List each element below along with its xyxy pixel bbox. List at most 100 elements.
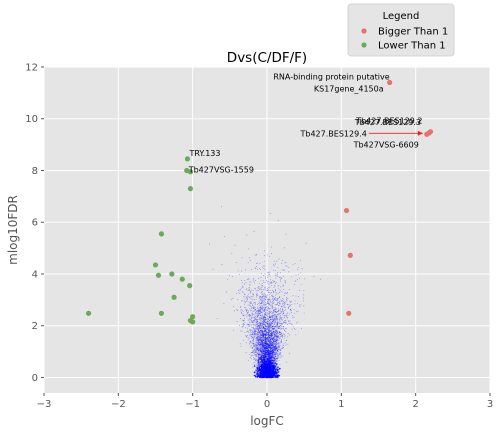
cloud-point [271,315,273,317]
cloud-point [256,307,258,309]
cloud-point [254,319,256,321]
cloud-point [253,314,255,316]
cloud-point [229,275,231,277]
cloud-point [282,335,284,336]
cloud-point [257,350,259,352]
cloud-point [260,323,261,325]
cloud-point [262,325,264,327]
cloud-point [265,322,267,323]
cloud-point [277,343,279,345]
cloud-point [279,322,281,324]
cloud-point [258,339,260,341]
cloud-point [259,283,261,285]
cloud-point [290,308,292,310]
cloud-point [264,309,265,311]
cloud-point [272,349,274,351]
cloud-point [270,335,272,337]
cloud-point [259,295,261,297]
cloud-point [266,344,268,346]
cloud-point [263,360,265,362]
cloud-point [284,321,286,323]
cloud-point [283,312,285,314]
cloud-point [274,345,276,347]
cloud-point [275,358,277,360]
cloud-point [253,339,254,341]
cloud-point [268,283,270,285]
cloud-point [275,290,277,292]
cloud-point [260,332,262,334]
cloud-point [262,326,264,328]
cloud-point [302,297,304,299]
cloud-point [264,315,266,317]
cloud-point [251,358,252,360]
cloud-point [254,313,256,315]
cloud-point [254,347,256,349]
cloud-point [276,348,278,350]
cloud-point [260,337,261,339]
cloud-point [269,312,271,314]
cloud-point [248,287,250,289]
cloud-point [296,311,298,313]
cloud-point [259,364,261,366]
cloud-point [248,279,250,281]
cloud-point [267,336,269,338]
cloud-point [271,326,273,328]
cloud-point [268,339,270,341]
cloud-point [247,324,249,326]
cloud-point [295,295,297,297]
cloud-point [259,344,260,346]
cloud-point [212,268,214,270]
cloud-point [263,306,265,308]
cloud-point [254,328,256,330]
cloud-point [282,322,284,324]
cloud-point [266,351,268,353]
cloud-point [267,350,268,352]
cloud-point [279,309,281,310]
cloud-point [261,345,263,347]
cloud-point [259,309,260,311]
cloud-point [271,338,273,340]
cloud-point [247,295,248,297]
cloud-point [268,344,269,346]
cloud-point [261,337,263,339]
cloud-point [252,304,253,306]
cloud-point [252,290,254,292]
cloud-point [263,362,265,363]
cloud-point [251,345,252,347]
cloud-point [258,347,260,349]
cloud-point [247,339,249,341]
cloud-point [283,345,285,346]
cloud-point [270,349,272,351]
cloud-point [273,357,275,359]
cloud-point [268,357,270,359]
cloud-point [264,281,266,283]
cloud-point [260,326,262,328]
cloud-point [271,359,274,362]
cloud-point [273,357,275,359]
cloud-point [269,312,271,314]
cloud-point [244,303,246,305]
cloud-point [278,356,280,358]
cloud-point [292,326,294,328]
cloud-point [261,318,263,320]
cloud-point [271,344,272,346]
cloud-point [262,295,264,297]
cloud-point [278,303,280,305]
cloud-point [276,318,278,319]
cloud-point [263,337,265,339]
cloud-point [272,339,274,340]
cloud-point [265,317,267,319]
cloud-point [281,300,283,302]
cloud-point [261,356,263,358]
cloud-point [273,358,275,359]
cloud-point [260,363,262,365]
cloud-point [265,333,267,335]
cloud-point [257,295,259,296]
cloud-point [286,303,288,305]
cloud-point [266,354,268,356]
cloud-point [275,341,277,343]
cloud-point [272,320,273,322]
cloud-point [267,298,269,300]
cloud-point [266,333,268,335]
cloud-point [244,298,246,300]
